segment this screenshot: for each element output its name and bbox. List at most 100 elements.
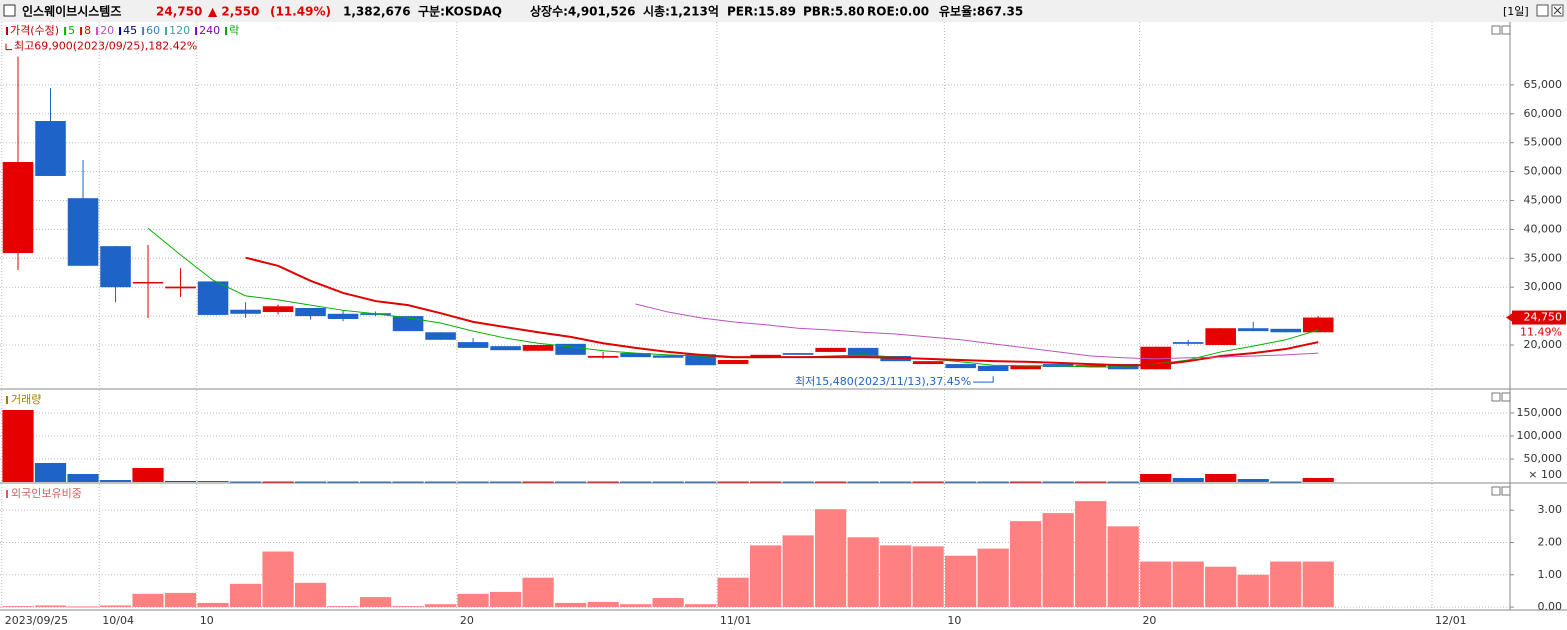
y-tick-label: 100,000 (1517, 429, 1563, 442)
candle-body (652, 355, 684, 358)
stock-name: 인스웨이브시스템즈 (22, 4, 121, 19)
x-tick-label: 12/01 (1435, 614, 1467, 627)
ma-line (147, 227, 1319, 368)
bar (620, 481, 652, 483)
bar (34, 605, 67, 608)
bar (620, 604, 652, 608)
legend-marker (119, 27, 122, 35)
y-tick-label: 60,000 (1524, 107, 1563, 120)
candle-body (197, 281, 229, 315)
candle-body (262, 306, 294, 313)
bar (67, 606, 99, 608)
bar (294, 582, 327, 608)
maximize-button[interactable] (1536, 4, 1549, 17)
y-tick-label: 30,000 (1524, 280, 1563, 293)
market: 구분:KOSDAQ (418, 5, 502, 19)
candle-body (132, 281, 164, 284)
legend-marker (64, 27, 67, 35)
panel-label: 외국인보유비중 (11, 487, 82, 500)
x-tick-label: 10/04 (102, 614, 134, 627)
bar (34, 463, 67, 482)
x-tick-label: 2023/09/25 (5, 614, 68, 627)
high-label: 최고69,900(2023/09/25),182.42% (14, 40, 197, 53)
y-tick-label: 65,000 (1524, 78, 1563, 91)
y-tick-label: 50,000 (1524, 452, 1563, 465)
legend-label: 20 (100, 24, 114, 37)
last-price-tag (1512, 310, 1566, 325)
bar (132, 468, 164, 482)
candle-body (490, 346, 521, 351)
candle-body (230, 309, 261, 314)
y-tick-label: 55,000 (1524, 136, 1563, 149)
y-tick-label: 1.00 (1538, 568, 1563, 581)
bar (685, 481, 717, 483)
bar (1140, 561, 1172, 608)
bar (229, 481, 262, 483)
bar (1205, 566, 1237, 608)
bar (489, 591, 522, 608)
bar (99, 480, 132, 482)
bar (782, 535, 814, 608)
legend-label: 120 (169, 24, 190, 37)
bar (457, 593, 489, 608)
bar (847, 537, 879, 608)
period[interactable]: [1일] (1503, 4, 1529, 18)
candle-body (1302, 317, 1334, 333)
legend-marker (165, 27, 168, 35)
candle-body (945, 364, 976, 369)
bar (750, 545, 782, 608)
bar (945, 555, 977, 608)
bar (359, 597, 392, 608)
panel-marker (6, 396, 8, 404)
candle-body (685, 354, 716, 366)
x-tick-label: 20 (460, 614, 474, 627)
legend-label: 45 (123, 24, 137, 37)
legend-marker (225, 27, 228, 35)
bar (1042, 513, 1074, 608)
candle-body (327, 313, 359, 319)
bar (750, 481, 782, 483)
bar (2, 410, 34, 482)
per: PER:15.89 (727, 5, 796, 19)
volume: 1,382,676 (343, 5, 411, 19)
bar (717, 481, 749, 483)
bar (327, 606, 359, 608)
bar (392, 606, 424, 608)
bar (197, 602, 229, 608)
panel-button[interactable] (1501, 392, 1511, 402)
candle-body (1172, 342, 1204, 344)
x-tick-label: 11/01 (720, 614, 752, 627)
last-price-pointer (1506, 313, 1512, 322)
panel-button[interactable] (1491, 392, 1501, 402)
roe: ROE:0.00 (867, 5, 929, 19)
bar (554, 481, 587, 483)
bar (1302, 477, 1334, 482)
candle-body (717, 360, 749, 365)
candle-body (35, 121, 66, 176)
checkbox[interactable] (3, 4, 16, 17)
low-label: 최저15,480(2023/11/13),37.45% (795, 375, 971, 388)
bar (294, 481, 327, 483)
candle-body (522, 344, 554, 351)
panel-button[interactable] (1501, 25, 1511, 35)
legend-label: 가격(수정) (10, 24, 59, 37)
panel-button[interactable] (1501, 486, 1511, 496)
bar (1172, 561, 1204, 608)
bar (912, 481, 944, 483)
pbr: PBR:5.80 (803, 5, 865, 19)
bar (1270, 561, 1302, 608)
bar (1075, 481, 1107, 483)
bar (945, 481, 977, 483)
bar (587, 601, 619, 608)
bar (262, 551, 294, 608)
panel-button[interactable] (1491, 486, 1501, 496)
y-tick-label: 20,000 (1524, 338, 1563, 351)
bar (847, 481, 879, 483)
panel-button[interactable] (1491, 25, 1501, 35)
y-tick-label: 150,000 (1517, 406, 1563, 419)
panel-marker (6, 490, 8, 498)
candle-body (1010, 365, 1041, 370)
legend-label: 8 (84, 24, 91, 37)
legend-label: 5 (68, 24, 75, 37)
y-tick-label: 3.00 (1538, 503, 1563, 516)
